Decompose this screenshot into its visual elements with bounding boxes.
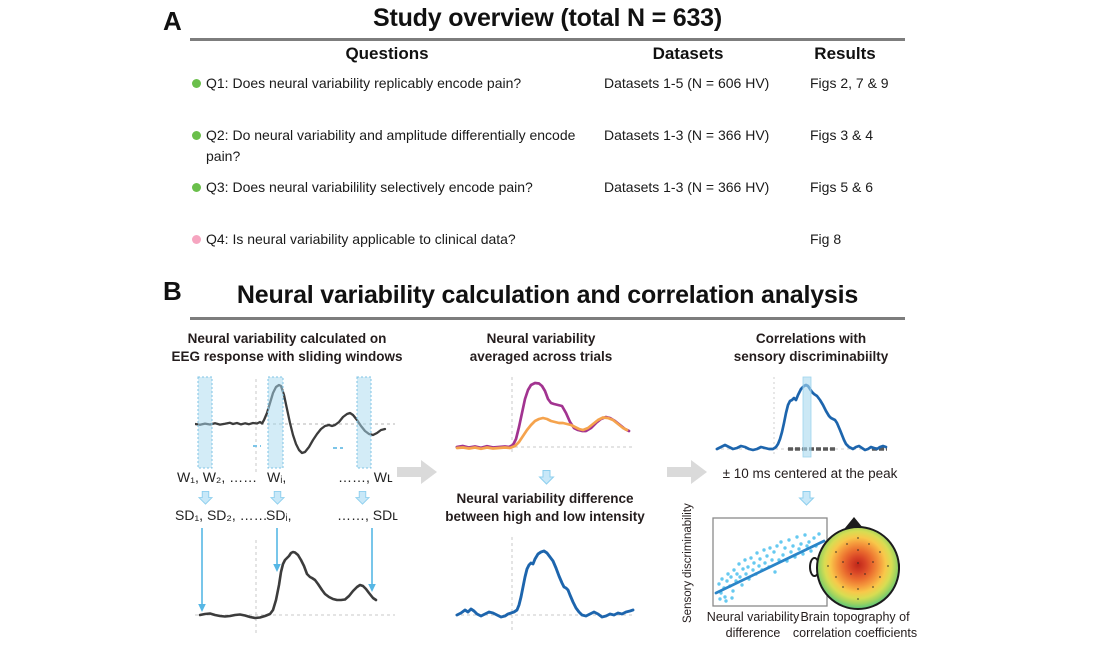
question-text: Q2: Do neural variability and amplitude … (206, 127, 576, 164)
scatter-y-axis-label: Sensory discriminability (682, 503, 696, 623)
averaged-variability-plot (455, 377, 635, 453)
electrode-dot (845, 543, 848, 545)
step2-heading-line2: averaged across trials (469, 349, 613, 365)
panel-b-underline (190, 317, 905, 320)
step3-heading: Correlations with sensory discriminabiil… (734, 330, 889, 366)
bullet-icon (192, 235, 201, 244)
correlation-timecourse-plot (715, 376, 888, 458)
bullet-icon (192, 131, 201, 140)
scatter-x-axis-label-line2: difference (725, 626, 781, 641)
electrode-dot (841, 586, 844, 589)
column-header-results: Results (814, 44, 876, 63)
topography-label-line2: correlation coefficients (792, 626, 918, 641)
brain-topography (816, 526, 900, 610)
sd-labels-2: SDᵢ, (266, 507, 292, 523)
electrode-dot (857, 562, 859, 565)
difference-heading-line1: Neural variability difference (456, 491, 634, 506)
electrode-dot (834, 575, 837, 578)
flow-arrow-right-icon (667, 460, 707, 484)
dataset-text: Datasets 1-5 (N = 606 HV) (604, 75, 770, 91)
column-header-questions: Questions (345, 44, 429, 63)
electrode-dot (857, 537, 859, 540)
electrode-dot (879, 575, 882, 578)
electrode-dot (857, 587, 859, 590)
dataset-text: Datasets 1-3 (N = 366 HV) (604, 179, 770, 195)
step2-heading: Neural variability averaged across trial… (470, 330, 613, 366)
electrode-dot (872, 586, 875, 589)
peak-window-note: ± 10 ms centered at the peak (722, 466, 898, 481)
result-text: Figs 3 & 4 (810, 127, 874, 143)
variability-difference-plot (455, 537, 635, 633)
step3-heading-line2: sensory discriminabiilty (733, 349, 889, 365)
result-text: Figs 2, 7 & 9 (810, 75, 889, 91)
electrode-dot (864, 573, 867, 576)
step3-heading-line1: Correlations with (755, 331, 867, 346)
electrode-dot (841, 560, 844, 563)
window-labels-3: ……, Wʟ (338, 469, 393, 485)
down-arrow-icon (355, 491, 370, 505)
panel-b-title: Neural variability calculation and corre… (236, 281, 859, 309)
result-text: Fig 8 (810, 231, 842, 247)
question-text: Q3: Does neural variabilility selectivel… (206, 179, 533, 195)
step1-heading-line1: Neural variability calculated on (187, 331, 387, 346)
panel-b-label: B (163, 276, 182, 306)
dataset-text: Datasets 1-3 (N = 366 HV) (604, 127, 770, 143)
down-arrow-icon (538, 470, 555, 485)
difference-heading: Neural variability difference between hi… (445, 490, 645, 526)
electrode-dot (886, 564, 889, 567)
sd-timecourse-plot (195, 528, 395, 635)
electrode-dot (857, 549, 859, 552)
electrode-dot (835, 551, 838, 553)
scatter-x-axis-label: Neural variability difference (707, 609, 799, 642)
question-text: Q4: Is neural variability applicable to … (206, 231, 516, 247)
column-header-datasets: Datasets (652, 44, 724, 63)
difference-heading-line2: between high and low intensity (445, 509, 645, 525)
electrode-dot (868, 543, 871, 545)
down-arrow-icon (270, 491, 285, 505)
electrode-dot (878, 551, 881, 553)
question-text: Q1: Does neural variability replicably e… (206, 75, 522, 91)
flow-arrow-right-icon (397, 460, 437, 484)
scatter-y-axis-label-line1: Sensory (682, 580, 694, 624)
window-labels-1: W₁, W₂, …… (177, 469, 258, 485)
scatter-y-axis-label-line2: discriminability (682, 502, 694, 578)
electrode-dot (872, 560, 875, 563)
down-arrow-icon (198, 491, 213, 505)
step1-heading-line2: EEG response with sliding windows (171, 349, 403, 365)
bullet-icon (192, 79, 201, 88)
step2-heading-line1: Neural variability (486, 331, 596, 346)
result-text: Figs 5 & 6 (810, 179, 874, 195)
topography-nose-icon (845, 517, 863, 528)
electrode-dot (849, 573, 852, 576)
panel-a-title: Study overview (total N = 633) (373, 4, 722, 32)
bullet-icon (192, 183, 201, 192)
panel-a-underline (190, 38, 905, 41)
eeg-sliding-windows-plot (195, 376, 395, 473)
topography-label: Brain topography of correlation coeffici… (793, 609, 917, 642)
step1-heading: Neural variability calculated on EEG res… (171, 330, 402, 366)
electrode-dot (857, 598, 859, 601)
panel-a-label: A (163, 6, 182, 36)
topography-label-line1: Brain topography of (800, 610, 910, 624)
scatter-x-axis-label-line1: Neural variability (706, 610, 800, 624)
electrode-dot (827, 564, 830, 567)
down-arrow-icon (798, 491, 815, 506)
window-labels-2: Wᵢ, (267, 469, 287, 485)
sd-labels-3: ……, SDʟ (337, 507, 398, 523)
sd-labels-1: SD₁, SD₂, …… (175, 507, 268, 523)
